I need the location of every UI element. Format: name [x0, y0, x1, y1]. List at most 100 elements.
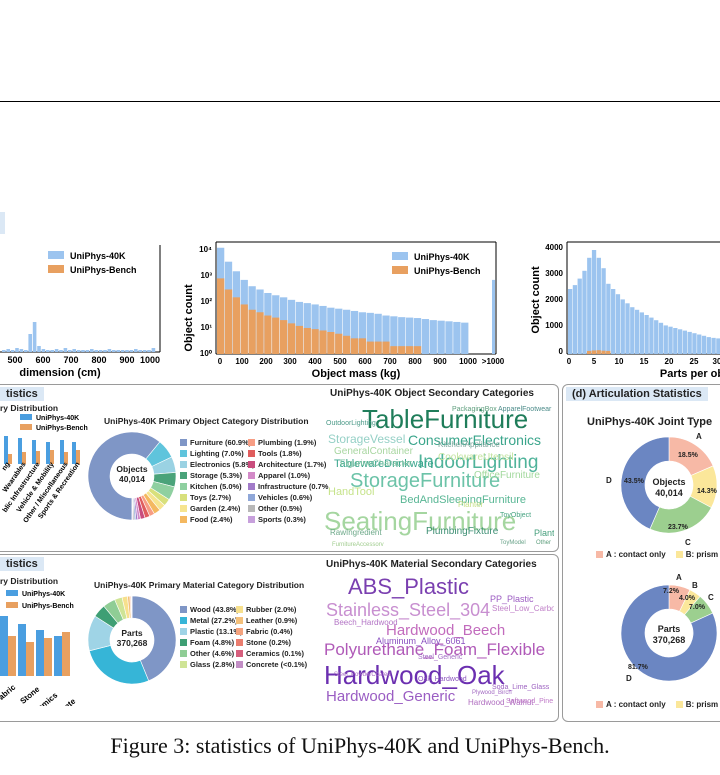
joint-pct-a: 18.5%	[678, 452, 698, 459]
wordcloud-word: Beech_Hardwood	[334, 618, 398, 627]
category-bar-40k	[4, 436, 8, 464]
joint-label-c: C	[685, 538, 691, 547]
mass-bar-40k	[319, 305, 327, 354]
mass-bar-bench	[224, 289, 233, 354]
mass-bar-bench	[374, 341, 382, 354]
y-tick: 10³	[200, 271, 212, 280]
legend-label: Metal (27.2%)	[190, 616, 238, 625]
legend-label: Lighting (7.0%)	[190, 449, 244, 458]
joint-label-d: D	[626, 674, 632, 683]
mass-bar-bench	[390, 346, 398, 354]
category-bar-40k	[46, 442, 50, 464]
wordcloud-word: Hardwood_Walnut	[468, 698, 534, 707]
x-tick: 5	[592, 357, 597, 366]
dimension-histogram: UniPhys-40K UniPhys-Bench 500 600 700 80…	[0, 245, 161, 379]
legend-swatch	[180, 661, 187, 668]
legend-label: Glass (2.8%)	[190, 660, 235, 669]
mass-bar-40k	[350, 310, 359, 354]
wordcloud-word: HandTool	[328, 486, 375, 498]
histogram-bar	[41, 349, 46, 352]
donut-center-value: 40,014	[655, 488, 683, 498]
panel-d-header: (d) Articulation Statistics	[566, 387, 708, 401]
histogram-bar	[37, 346, 41, 352]
bar-label: abric	[0, 682, 18, 702]
mass-bar-40k	[461, 322, 469, 354]
legend-swatch	[248, 439, 255, 446]
y-tick: 10¹	[200, 323, 212, 332]
legend-swatch	[236, 650, 243, 657]
donut-slice	[88, 645, 150, 685]
parts-bar-40k	[596, 257, 601, 354]
mass-bar-bench	[272, 317, 280, 354]
legend-label: Plumbing (1.9%)	[258, 438, 317, 447]
histogram-bar	[10, 350, 15, 352]
legend-swatch-40k	[20, 414, 32, 420]
parts-bar-bench	[606, 350, 611, 354]
legend-label: Garden (2.4%)	[190, 504, 241, 513]
legend-swatch	[180, 650, 187, 657]
legend-label-bench: UniPhys-Bench	[22, 603, 74, 610]
category-bar-bench	[8, 454, 12, 464]
material-wordcloud: ABS_Plastic Stainless_Steel_304 Hardwood_B…	[322, 572, 554, 716]
legend-swatch	[236, 617, 243, 624]
legend-swatch	[248, 516, 255, 523]
mass-bar-bench	[343, 335, 351, 354]
histogram-bar	[28, 334, 32, 352]
donut-center-label: Parts	[121, 628, 143, 638]
mass-bar-bench	[319, 330, 327, 354]
legend-item: Glass (2.8%)	[180, 659, 243, 670]
panel-c-header: tistics	[0, 557, 44, 571]
material-bar-40k	[18, 624, 26, 676]
donut-slice	[620, 584, 718, 682]
legend-swatch	[180, 494, 187, 501]
donut-slice	[131, 497, 134, 521]
wordcloud-word: TablewareDrinkware	[334, 458, 434, 470]
legend-swatch-b	[675, 551, 683, 558]
mass-bar-bench	[232, 297, 241, 354]
x-tick: 500	[333, 357, 347, 366]
legend-swatch-bench	[48, 265, 64, 273]
joint-type-title: UniPhys-40K Joint Type	[587, 416, 713, 428]
mass-bar-bench	[406, 346, 414, 354]
mass-bar-40k	[492, 279, 495, 354]
parts-bar-40k	[649, 317, 654, 354]
joint-pct-b: 14.3%	[697, 488, 717, 495]
legend-swatch	[180, 472, 187, 479]
legend-label-a: A : contact only	[606, 550, 666, 559]
wordcloud-word: BedAndSleepingFurniture	[400, 494, 526, 506]
legend-item: Other (0.5%)	[248, 503, 328, 514]
wordcloud-word: GeneralContainer	[334, 446, 413, 457]
wordcloud-word: ConsumerElectronics	[408, 432, 542, 448]
x-tick: 20	[665, 357, 674, 366]
legend-label-a: A : contact only	[606, 700, 666, 709]
legend-swatch	[180, 461, 187, 468]
legend-label-bench: UniPhys-Bench	[36, 425, 88, 432]
legend-label: Fabric (0.4%)	[246, 627, 293, 636]
y-tick: 4000	[545, 243, 563, 252]
legend-item: Plumbing (1.9%)	[248, 437, 328, 448]
category-bar-bench	[64, 452, 68, 464]
legend-label: Apparel (1.0%)	[258, 471, 311, 480]
material-wordcloud-title: UniPhys-40K Material Secondary Categorie…	[326, 559, 537, 570]
panel-c-bar-chart: UniPhys-40K UniPhys-Bench abric Stone Ce…	[0, 590, 78, 706]
histogram-bar	[90, 349, 94, 352]
x-tick: 400	[308, 357, 322, 366]
mass-bar-bench	[350, 338, 359, 354]
histogram-bar	[59, 350, 63, 352]
mass-bar-40k	[358, 312, 367, 354]
legend-label: Food (2.4%)	[190, 515, 233, 524]
x-tick: 500	[7, 355, 22, 365]
legend-item: Architecture (1.7%)	[248, 459, 328, 470]
legend-label-40k: UniPhys-40K	[36, 415, 79, 422]
mass-bar-bench	[240, 304, 248, 354]
y-tick: 10²	[200, 297, 212, 306]
material-bar-bench	[8, 636, 16, 676]
mass-bar-bench	[280, 320, 288, 354]
histogram-bar	[107, 349, 112, 352]
joint-legend-row-2: A : contact only B: prism	[596, 700, 718, 709]
donut-slice	[87, 431, 161, 521]
joint-pct-d: 81.7%	[628, 664, 648, 671]
mass-bar-40k	[437, 320, 445, 354]
mass-bar-40k	[421, 319, 430, 354]
x-tick: 700	[383, 357, 397, 366]
